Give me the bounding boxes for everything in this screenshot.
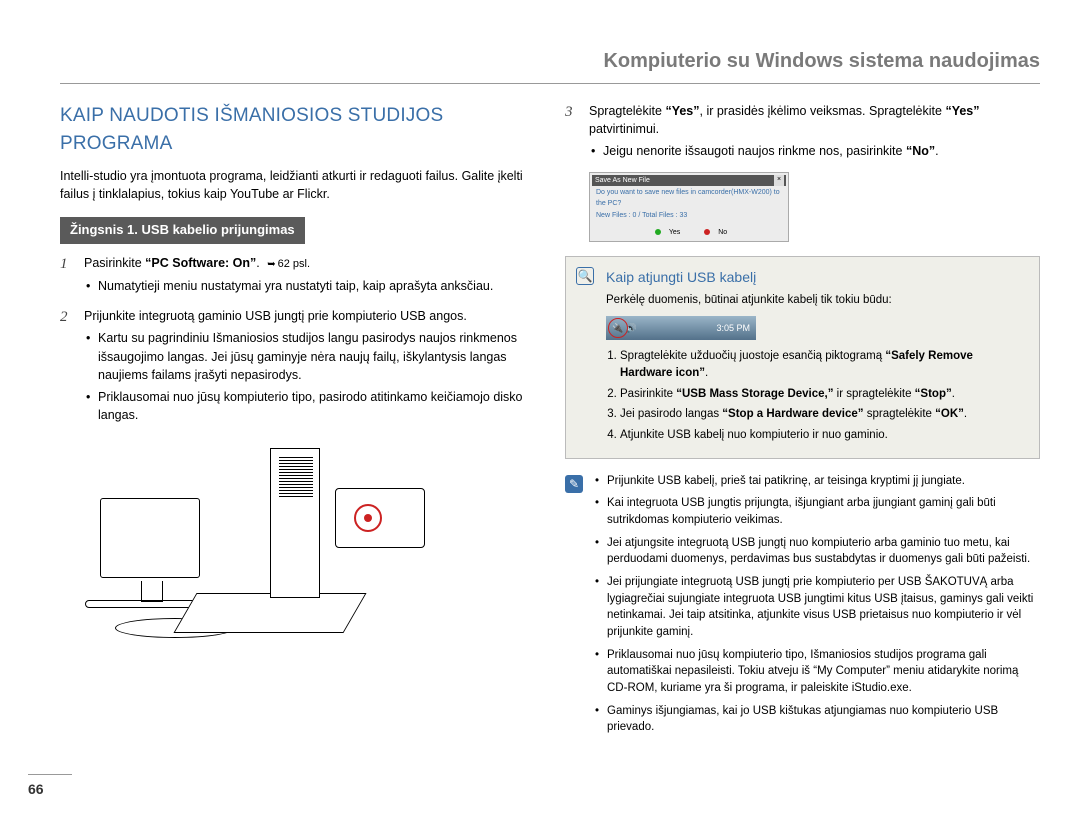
info-title: Kaip atjungti USB kabelį: [606, 267, 1027, 287]
pc-tower-shape: [270, 448, 320, 598]
note-item: Prijunkite USB kabelį, prieš tai patikri…: [593, 473, 1040, 490]
info-steps: Spragtelėkite užduočių juostoje esančią …: [620, 348, 1027, 443]
step-bold: “PC Software: On”: [145, 256, 256, 270]
notes-block: ✎ Prijunkite USB kabelį, prieš tai patik…: [565, 473, 1040, 742]
magnifier-icon: 🔍: [576, 267, 594, 285]
step-number: 2: [60, 307, 74, 428]
info-step: Jei pasirodo langas “Stop a Hardware dev…: [620, 406, 1027, 423]
note-item: Kai integruota USB jungtis prijungta, iš…: [593, 495, 1040, 528]
sub-bullet: Numatytieji meniu nustatymai yra nustaty…: [84, 277, 535, 295]
sub-bullet: Jeigu nenorite išsaugoti naujos rinkme n…: [589, 142, 1040, 160]
intro-paragraph: Intelli-studio yra įmontuota programa, l…: [60, 167, 535, 203]
step-number: 3: [565, 102, 579, 164]
dialog-title: Save As New File: [595, 177, 650, 184]
close-icon: ×: [774, 175, 784, 185]
step-bold: “Yes”: [945, 104, 979, 118]
camcorder-shape: [335, 488, 425, 548]
sub-bullet: Kartu su pagrindiniu Išmaniosios studijo…: [84, 329, 535, 383]
notes-list: Prijunkite USB kabelį, prieš tai patikri…: [593, 473, 1040, 742]
page-number: 66: [28, 774, 72, 797]
section-heading: KAIP NAUDOTIS IŠMANIOSIOS STUDIJOS PROGR…: [60, 102, 535, 157]
step-list: 1 Pasirinkite “PC Software: On”. 62 psl.…: [60, 254, 535, 428]
step-text: , ir prasidės įkėlimo veiksmas. Spragtel…: [700, 104, 946, 118]
dialog-row: New Files : 0 / Total Files : 33: [596, 211, 782, 221]
step-text: Pasirinkite: [84, 256, 145, 270]
taskbar-highlight-circle: [608, 318, 628, 338]
note-item: Jei prijungiate integruotą USB jungtį pr…: [593, 574, 1040, 641]
lens-highlight: [354, 504, 382, 532]
usb-figure: [60, 438, 535, 658]
sub-bold: “No”: [906, 144, 935, 158]
step-bold: “Yes”: [665, 104, 699, 118]
sub-text: .: [935, 144, 938, 158]
dialog-screenshot: Save As New File × Do you want to save ne…: [589, 172, 789, 242]
info-step: Atjunkite USB kabelį nuo kompiuterio ir …: [620, 427, 1027, 444]
note-item: Gaminys išjungiamas, kai jo USB kištukas…: [593, 703, 1040, 736]
keyboard-shape: [173, 593, 366, 633]
dialog-titlebar: Save As New File ×: [592, 175, 786, 186]
sub-text: Jeigu nenorite išsaugoti naujos rinkme n…: [603, 144, 906, 158]
running-head: Kompiuterio su Windows sistema naudojima…: [60, 50, 1040, 84]
monitor-shape: [100, 498, 200, 578]
taskbar-time: 3:05 PM: [716, 316, 750, 340]
page-ref: 62 psl.: [263, 258, 310, 270]
yes-label: Yes: [669, 229, 680, 236]
no-label: No: [718, 229, 727, 236]
sub-bullet: Priklausomai nuo jūsų kompiuterio tipo, …: [84, 388, 535, 424]
info-subtitle: Perkėlę duomenis, būtinai atjunkite kabe…: [606, 292, 1027, 309]
info-box: 🔍 Kaip atjungti USB kabelį Perkėlę duome…: [565, 256, 1040, 458]
info-step: Spragtelėkite užduočių juostoje esančią …: [620, 348, 1027, 381]
step-number: 1: [60, 254, 74, 299]
left-column: KAIP NAUDOTIS IŠMANIOSIOS STUDIJOS PROGR…: [60, 102, 535, 742]
step-item: 2 Prijunkite integruotą gaminio USB jung…: [60, 307, 535, 428]
dialog-row: Do you want to save new files in camcord…: [596, 188, 782, 208]
right-column: 3 Spragtelėkite “Yes”, ir prasidės įkėli…: [565, 102, 1040, 742]
step-bar: Žingsnis 1. USB kabelio prijungimas: [60, 217, 305, 244]
taskbar-screenshot: 3:05 PM 🔌 🔊: [606, 316, 756, 340]
note-item: Priklausomai nuo jūsų kompiuterio tipo, …: [593, 647, 1040, 697]
note-item: Jei atjungsite integruotą USB jungtį nuo…: [593, 535, 1040, 568]
step-text: Prijunkite integruotą gaminio USB jungtį…: [84, 309, 467, 323]
step-list: 3 Spragtelėkite “Yes”, ir prasidės įkėli…: [565, 102, 1040, 164]
step-item: 3 Spragtelėkite “Yes”, ir prasidės įkėli…: [565, 102, 1040, 164]
step-item: 1 Pasirinkite “PC Software: On”. 62 psl.…: [60, 254, 535, 299]
step-text: patvirtinimui.: [589, 122, 659, 136]
step-text: Spragtelėkite: [589, 104, 665, 118]
info-step: Pasirinkite “USB Mass Storage Device,” i…: [620, 386, 1027, 403]
dialog-buttons: Yes No: [592, 228, 790, 238]
note-icon: ✎: [565, 475, 583, 493]
